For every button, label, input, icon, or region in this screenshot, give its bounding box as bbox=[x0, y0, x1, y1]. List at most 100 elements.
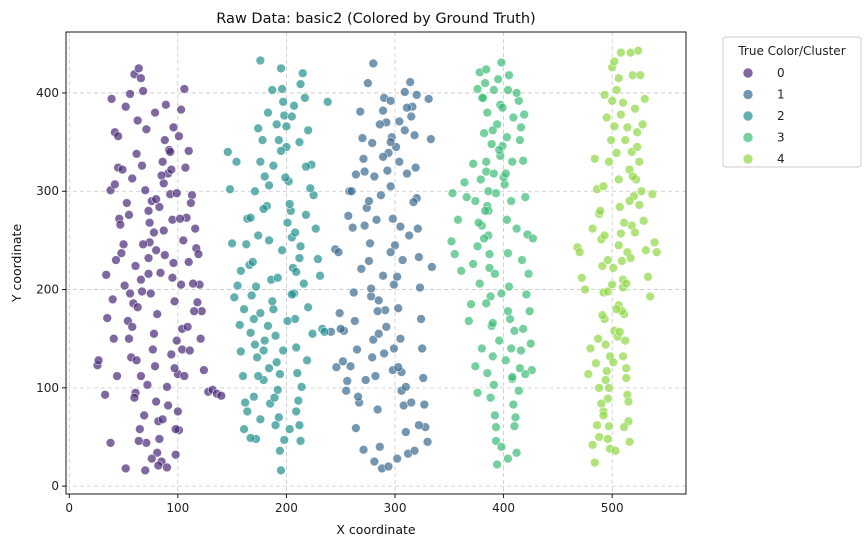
data-point-cluster-0 bbox=[140, 185, 150, 195]
data-point-cluster-0 bbox=[152, 448, 162, 458]
data-point-cluster-2 bbox=[291, 342, 301, 353]
data-point-cluster-1 bbox=[365, 238, 375, 249]
data-point-cluster-3 bbox=[476, 174, 486, 185]
data-point-cluster-2 bbox=[303, 302, 313, 312]
data-point-cluster-4 bbox=[607, 96, 617, 106]
data-point-cluster-0 bbox=[117, 164, 128, 175]
data-point-cluster-1 bbox=[417, 343, 427, 354]
data-point-cluster-2 bbox=[236, 266, 246, 276]
data-point-cluster-2 bbox=[287, 289, 297, 300]
data-point-cluster-0 bbox=[153, 460, 163, 471]
data-point-cluster-2 bbox=[263, 107, 273, 118]
data-point-cluster-4 bbox=[608, 357, 618, 367]
data-point-cluster-2 bbox=[248, 257, 258, 267]
data-point-cluster-4 bbox=[632, 142, 642, 152]
data-point-cluster-0 bbox=[143, 253, 154, 263]
data-point-cluster-1 bbox=[393, 303, 403, 313]
data-point-cluster-1 bbox=[338, 356, 348, 366]
data-point-cluster-1 bbox=[331, 362, 342, 372]
y-tick-label: 100 bbox=[36, 381, 59, 395]
data-point-cluster-4 bbox=[651, 247, 662, 257]
data-point-cluster-2 bbox=[255, 414, 266, 424]
data-point-cluster-4 bbox=[604, 157, 614, 167]
data-point-cluster-0 bbox=[172, 335, 182, 346]
data-point-cluster-4 bbox=[604, 383, 614, 393]
data-point-cluster-3 bbox=[524, 306, 535, 316]
data-point-cluster-1 bbox=[352, 344, 362, 355]
data-point-cluster-3 bbox=[509, 326, 520, 336]
data-point-cluster-3 bbox=[447, 188, 458, 198]
data-point-cluster-4 bbox=[647, 189, 658, 199]
data-point-cluster-0 bbox=[183, 146, 194, 156]
data-point-cluster-0 bbox=[189, 306, 199, 316]
data-point-cluster-1 bbox=[383, 461, 394, 472]
data-point-cluster-2 bbox=[295, 436, 306, 446]
data-point-cluster-3 bbox=[466, 299, 476, 309]
data-point-cluster-0 bbox=[180, 162, 191, 173]
data-point-cluster-1 bbox=[400, 125, 410, 135]
data-point-cluster-2 bbox=[295, 79, 306, 89]
data-point-cluster-0 bbox=[148, 344, 158, 355]
data-point-cluster-2 bbox=[264, 180, 274, 191]
data-point-cluster-1 bbox=[409, 130, 420, 140]
data-point-cluster-2 bbox=[299, 278, 309, 289]
x-tick-label: 400 bbox=[492, 501, 515, 515]
data-point-cluster-2 bbox=[279, 435, 289, 445]
data-point-cluster-2 bbox=[239, 424, 249, 434]
data-point-cluster-1 bbox=[350, 316, 360, 326]
data-point-cluster-3 bbox=[497, 102, 508, 113]
data-point-cluster-2 bbox=[277, 84, 287, 94]
data-point-cluster-0 bbox=[172, 188, 182, 198]
data-point-cluster-3 bbox=[481, 298, 491, 309]
data-point-cluster-3 bbox=[473, 217, 484, 228]
data-point-cluster-0 bbox=[131, 355, 142, 366]
data-point-cluster-2 bbox=[268, 304, 279, 314]
data-point-cluster-4 bbox=[623, 396, 634, 407]
data-point-cluster-3 bbox=[492, 459, 502, 470]
data-point-cluster-0 bbox=[132, 115, 143, 126]
data-point-cluster-0 bbox=[132, 302, 143, 312]
legend-label-2: 2 bbox=[777, 109, 785, 123]
data-point-cluster-4 bbox=[622, 122, 633, 133]
data-point-cluster-4 bbox=[599, 90, 610, 100]
data-point-cluster-3 bbox=[459, 177, 470, 188]
data-point-cluster-1 bbox=[353, 391, 363, 402]
data-point-cluster-3 bbox=[488, 125, 498, 135]
data-point-cluster-4 bbox=[590, 457, 600, 468]
data-point-cluster-3 bbox=[483, 186, 494, 196]
data-point-cluster-2 bbox=[268, 160, 279, 171]
data-point-cluster-4 bbox=[593, 333, 603, 344]
data-point-cluster-0 bbox=[112, 371, 122, 381]
data-point-cluster-4 bbox=[603, 393, 613, 404]
data-point-cluster-1 bbox=[349, 287, 359, 298]
data-point-cluster-3 bbox=[502, 132, 512, 142]
data-point-cluster-2 bbox=[271, 119, 282, 130]
data-point-cluster-3 bbox=[450, 249, 460, 259]
data-point-cluster-1 bbox=[368, 58, 378, 69]
data-point-cluster-4 bbox=[591, 358, 601, 368]
data-point-cluster-0 bbox=[190, 223, 200, 234]
data-point-cluster-3 bbox=[479, 233, 489, 244]
data-point-cluster-1 bbox=[412, 90, 422, 100]
data-point-cluster-4 bbox=[597, 310, 608, 320]
data-point-cluster-4 bbox=[630, 227, 640, 238]
data-point-cluster-1 bbox=[395, 333, 406, 344]
legend-label-3: 3 bbox=[777, 131, 785, 145]
data-point-cluster-2 bbox=[253, 123, 263, 134]
data-point-cluster-2 bbox=[278, 97, 288, 107]
data-point-cluster-0 bbox=[165, 147, 175, 157]
data-point-cluster-3 bbox=[489, 85, 499, 95]
data-point-cluster-3 bbox=[526, 338, 536, 349]
data-point-cluster-1 bbox=[333, 247, 344, 257]
data-point-cluster-1 bbox=[401, 382, 411, 392]
data-point-cluster-2 bbox=[294, 137, 305, 147]
data-point-cluster-4 bbox=[640, 94, 650, 104]
data-point-cluster-1 bbox=[375, 442, 385, 452]
data-point-cluster-0 bbox=[121, 463, 131, 474]
data-point-cluster-4 bbox=[617, 256, 627, 266]
data-point-cluster-1 bbox=[404, 230, 414, 241]
data-point-cluster-3 bbox=[464, 316, 474, 326]
data-point-cluster-3 bbox=[472, 241, 483, 251]
legend-items: 0 1 2 3 4 bbox=[742, 66, 785, 166]
